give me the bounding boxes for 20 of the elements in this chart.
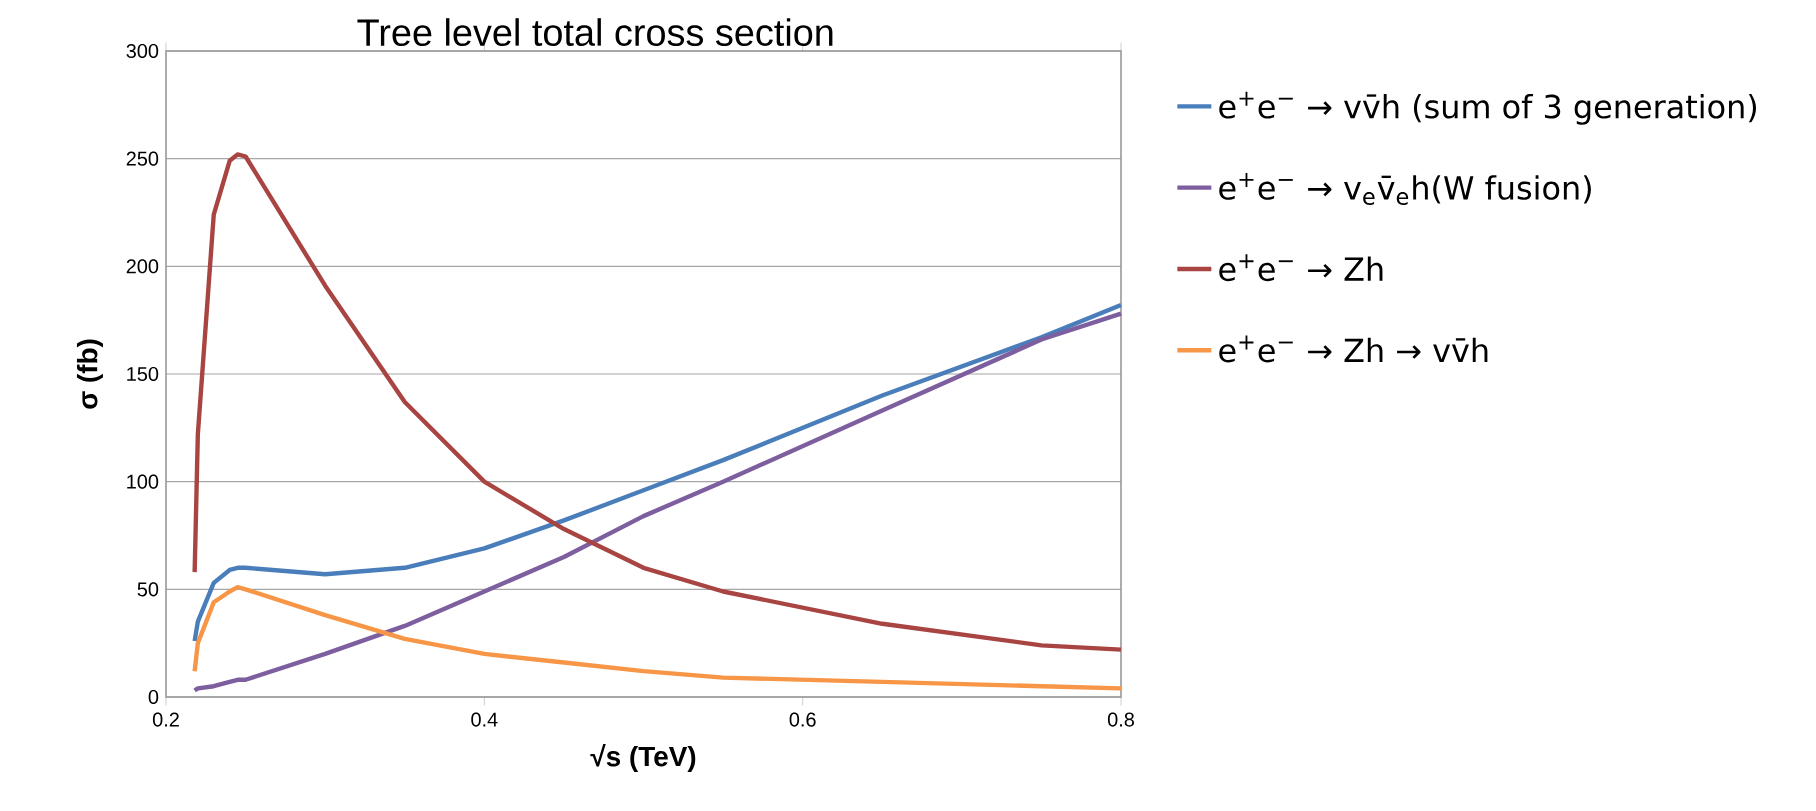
x-tick-label: 0.2	[152, 712, 179, 727]
y-tick-label: 200	[126, 259, 159, 274]
y-tick-label: 50	[137, 582, 159, 597]
y-tick-label: 300	[126, 43, 159, 59]
y-tick-label: 250	[126, 151, 159, 166]
x-tick-label: 0.8	[1107, 712, 1134, 727]
text: e$^{+}$e$^{−}$ → v$_{e}$v̄$_{e}$h(W fusion)	[1219, 172, 1591, 205]
y-tick-label: 100	[127, 474, 159, 489]
y-tick-label: 0	[148, 689, 159, 705]
line-series	[192, 584, 1124, 691]
y-axis-title: σ (fb)	[76, 339, 103, 409]
legend-label: e$^{+}$e$^{−}$ → Zh → vv̄h	[1219, 335, 1488, 363]
x-tick-label: 0.4	[471, 712, 498, 727]
x-tick-label: 0.6	[789, 712, 816, 727]
chart-title: Tree level total cross section	[357, 18, 833, 46]
x-axis-title: √s (TeV)	[590, 744, 696, 772]
legend-label: e$^{+}$e$^{−}$ → Zh	[1219, 254, 1383, 282]
y-tick-label: 150	[127, 366, 159, 382]
line-series	[192, 152, 1124, 652]
legend-label: e$^{+}$e$^{−}$ → vv̄h (sum of 3 generation)	[1219, 91, 1757, 125]
